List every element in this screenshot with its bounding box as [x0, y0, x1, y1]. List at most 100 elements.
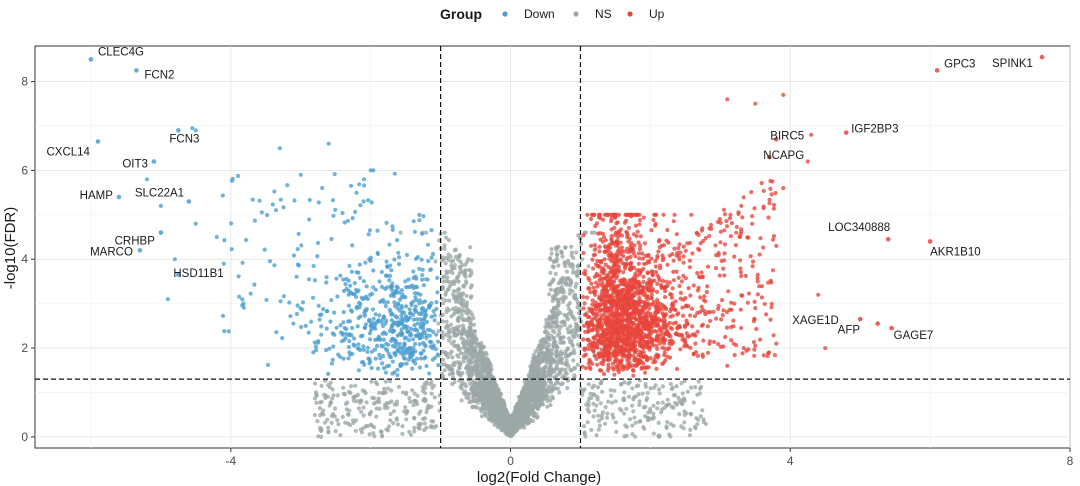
data-point-up: [586, 275, 591, 281]
data-point-down: [408, 284, 413, 289]
data-point-ns: [461, 328, 466, 333]
data-point-down: [252, 218, 257, 223]
data-point-down: [412, 307, 417, 312]
data-point-ns: [446, 326, 452, 332]
data-point-down: [341, 356, 346, 361]
data-point-down: [415, 321, 420, 326]
data-point-ns: [564, 371, 570, 376]
data-point-down: [354, 190, 359, 195]
data-point-ns: [389, 388, 394, 393]
data-point-ns: [643, 381, 648, 387]
data-point-down: [387, 278, 392, 283]
data-point-ns: [443, 261, 448, 266]
data-point-down: [401, 310, 407, 315]
data-point-down: [332, 172, 337, 177]
data-point-ns: [554, 287, 559, 292]
data-point-down: [158, 203, 163, 208]
data-point-down: [386, 352, 392, 357]
data-point-ns: [648, 406, 653, 411]
data-point-ns: [440, 284, 445, 289]
data-point-ns: [493, 396, 498, 401]
data-point-down: [291, 321, 296, 326]
data-point-ns: [441, 357, 446, 362]
data-point-ns: [641, 424, 646, 430]
data-point-ns: [498, 420, 503, 425]
data-point-ns: [556, 244, 561, 249]
data-point-down: [300, 300, 306, 305]
data-point-up: [598, 260, 604, 265]
data-point-down: [352, 281, 357, 286]
data-point-ns: [674, 402, 680, 407]
data-point-up: [620, 309, 625, 314]
data-point-down: [342, 325, 347, 331]
data-point-down: [325, 309, 330, 314]
data-point-ns: [455, 332, 460, 337]
data-point-ns: [459, 301, 464, 306]
data-point-down: [397, 308, 402, 313]
data-point-down: [348, 283, 353, 288]
data-point-ns: [535, 391, 540, 396]
data-point-ns: [457, 271, 462, 276]
data-point-ns: [657, 433, 662, 439]
data-point-ns: [442, 368, 447, 373]
data-point-ns: [453, 299, 458, 304]
data-point-ns: [457, 371, 462, 376]
data-point-ns: [673, 392, 678, 398]
data-point-down: [328, 319, 333, 324]
data-point-up: [643, 253, 648, 258]
data-point-ns: [455, 353, 460, 358]
data-point-down: [413, 256, 419, 261]
data-point-down: [144, 177, 149, 182]
data-point-up: [593, 314, 599, 319]
data-point-up: [636, 261, 642, 266]
data-point-down: [413, 327, 418, 332]
data-point-ns: [680, 401, 685, 407]
legend-label-ns: NS: [595, 7, 612, 21]
data-point-down: [341, 310, 346, 315]
data-point-ns: [606, 399, 611, 404]
data-point-ns: [540, 356, 546, 361]
data-point-ns: [451, 292, 456, 297]
data-point-ns: [407, 429, 412, 434]
data-point-ns: [442, 243, 447, 248]
data-point-ns: [453, 305, 458, 311]
data-point-ns: [404, 392, 409, 397]
data-point-down: [418, 351, 423, 356]
data-point-down: [397, 262, 402, 267]
data-point-down: [383, 331, 389, 336]
data-point-down: [252, 282, 257, 287]
data-point-down: [368, 359, 373, 364]
data-point-ns: [570, 343, 575, 348]
data-point-down: [327, 346, 332, 351]
data-point-down: [399, 295, 404, 300]
data-point-up: [580, 364, 585, 369]
data-point-up: [602, 257, 607, 262]
data-point-ns: [573, 270, 578, 275]
data-point-down: [329, 236, 334, 242]
data-point-down: [333, 207, 338, 212]
data-point-ns: [349, 384, 354, 389]
data-point-down: [193, 128, 198, 133]
data-point-ns: [461, 359, 466, 364]
data-point-ns: [391, 421, 396, 426]
data-point-ns: [562, 320, 567, 325]
data-point-down: [404, 318, 409, 323]
data-point-down: [387, 307, 392, 312]
data-point-down: [406, 277, 411, 282]
data-point-down: [319, 312, 324, 317]
data-point-up: [649, 256, 654, 261]
data-point-ns: [596, 413, 601, 418]
data-point-down: [431, 343, 436, 348]
data-point-ns: [619, 382, 624, 387]
data-point-ns: [586, 264, 591, 269]
data-point-ns: [587, 409, 592, 414]
data-point-ns: [476, 359, 481, 364]
data-point-down: [411, 219, 416, 224]
data-point-ns: [443, 298, 448, 303]
data-point-ns: [374, 400, 379, 405]
data-point-ns: [596, 427, 601, 432]
data-point-ns: [342, 392, 347, 397]
data-point-ns: [400, 424, 405, 429]
data-point-down: [383, 304, 388, 309]
data-point-up: [628, 262, 633, 267]
